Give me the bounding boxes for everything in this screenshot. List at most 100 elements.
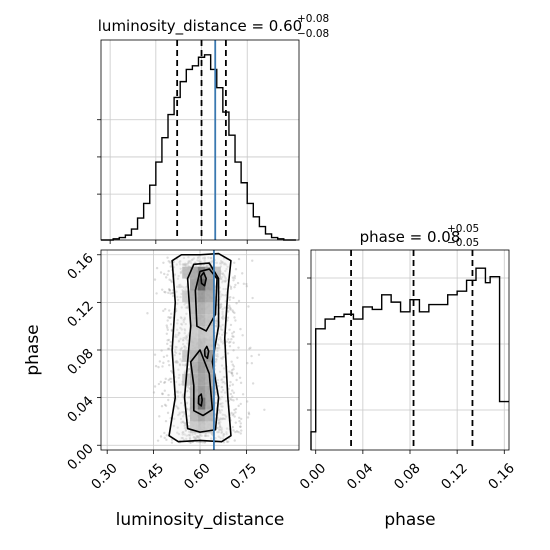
density-cell-24 — [189, 350, 198, 362]
density-sample-point — [209, 256, 212, 260]
density-sample-point — [186, 302, 189, 305]
density-sample-point — [177, 376, 181, 379]
density-sample-point — [218, 427, 221, 431]
density-sample-point — [180, 306, 183, 309]
density-sample-point — [228, 341, 231, 344]
density-sample-point — [167, 360, 170, 363]
density-sample-point — [219, 417, 222, 420]
density-sample-point — [185, 312, 188, 315]
density-sample-point — [215, 319, 218, 322]
density-sample-point — [178, 411, 181, 414]
density-sample-point — [174, 360, 177, 364]
density-sample-point — [173, 273, 177, 276]
density-sample-point — [221, 402, 224, 405]
density-sample-point — [229, 380, 232, 384]
density-sample-point — [228, 304, 231, 307]
density-sample-point — [176, 391, 180, 394]
density-sample-point — [234, 319, 237, 322]
density-sample-point — [166, 319, 169, 322]
hist-phase-title-minus: −0.05 — [447, 237, 479, 249]
density-sample-point — [196, 256, 200, 260]
density-sample-point — [250, 362, 254, 365]
density-sample-point — [193, 261, 197, 264]
density-sample-point — [163, 381, 166, 384]
density-sample-point — [166, 347, 170, 351]
density-sample-point — [170, 441, 174, 444]
density-sample-point — [177, 340, 181, 343]
density-cell-22 — [197, 338, 206, 350]
density-sample-point — [174, 361, 178, 364]
density-sample-point — [193, 432, 197, 436]
density-cell-10 — [205, 290, 214, 303]
density-sample-point — [194, 437, 197, 440]
hist-luminosity-title: luminosity_distance = 0.60 — [98, 17, 302, 36]
density-sample-point — [178, 363, 182, 366]
density-sample-point — [233, 311, 236, 315]
density-sample-point — [187, 333, 190, 336]
density-sample-point — [231, 395, 234, 398]
density-cell-44 — [189, 421, 198, 434]
density-sample-point — [178, 373, 181, 377]
density-sample-point — [222, 367, 226, 370]
density-sample-point — [235, 378, 238, 382]
density-sample-point — [222, 375, 225, 379]
density-sample-point — [183, 422, 187, 425]
density-sample-point — [186, 342, 189, 345]
density-cell-32 — [197, 373, 206, 386]
density-sample-point — [223, 280, 227, 283]
density-sample-point — [219, 306, 222, 310]
density-sample-point — [219, 411, 222, 414]
density-sample-point — [229, 340, 232, 344]
density-sample-point — [217, 332, 221, 335]
density-sample-point — [176, 277, 180, 280]
density-sample-point — [210, 437, 213, 440]
density-sample-point — [188, 434, 192, 437]
density-sample-point — [183, 426, 187, 430]
density-sample-point — [170, 329, 174, 333]
density-sample-point — [232, 412, 235, 416]
density-sample-point — [263, 408, 266, 411]
density-sample-point — [238, 376, 242, 379]
density-sample-point — [163, 380, 167, 384]
density-sample-point — [186, 408, 190, 411]
hist-phase-xtick-label-4: 0.16 — [485, 460, 518, 493]
density-sample-point — [180, 285, 183, 288]
density-sample-point — [173, 353, 177, 357]
density-sample-point — [183, 345, 186, 348]
density-sample-point — [231, 309, 234, 312]
density-cell-12 — [189, 302, 198, 315]
density-sample-point — [230, 371, 233, 374]
density-sample-point — [223, 391, 227, 394]
density-sample-point — [230, 371, 234, 374]
density-sample-point — [231, 363, 234, 366]
density-sample-point — [167, 316, 170, 319]
density-sample-point — [166, 256, 169, 259]
density-cell-23 — [205, 338, 214, 350]
density-sample-point — [179, 337, 182, 341]
density-cell-18 — [189, 326, 198, 339]
density-sample-point — [188, 433, 191, 436]
density-sample-point — [185, 437, 188, 441]
density-sample-point — [246, 416, 250, 419]
density-sample-point — [223, 306, 226, 310]
density-sample-point — [161, 392, 164, 396]
density-sample-point — [175, 361, 179, 364]
density-sample-point — [158, 360, 162, 363]
density-sample-point — [219, 295, 222, 298]
density-sample-point — [216, 426, 220, 430]
density-cell-20 — [205, 326, 214, 339]
density-sample-point — [207, 256, 210, 259]
density-sample-point — [184, 322, 187, 326]
density-sample-point — [168, 288, 171, 292]
density-sample-point — [219, 325, 223, 328]
density-sample-point — [162, 261, 165, 264]
density-sample-point — [187, 260, 190, 263]
density-cell-17 — [205, 314, 214, 327]
density-cell-29 — [197, 361, 206, 374]
density-sample-point — [211, 433, 214, 436]
density-sample-point — [157, 365, 160, 369]
density-sample-point — [183, 371, 186, 374]
density-sample-point — [177, 413, 180, 417]
density-sample-point — [190, 258, 194, 262]
density-sample-point — [205, 264, 208, 268]
